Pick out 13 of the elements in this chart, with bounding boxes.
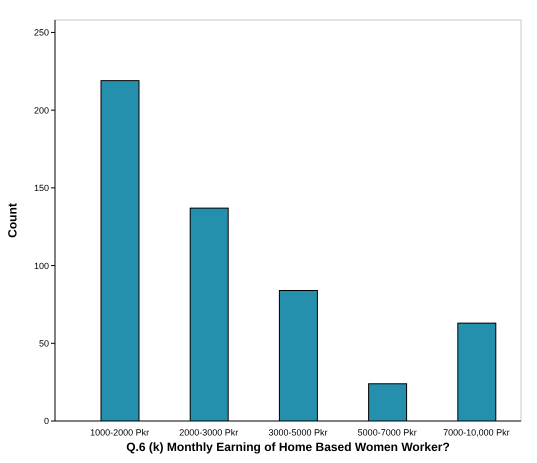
x-tick-label: 5000-7000 Pkr xyxy=(358,427,417,438)
y-tick-label: 200 xyxy=(34,105,49,116)
y-tick-label: 150 xyxy=(34,183,49,194)
y-tick-label: 250 xyxy=(34,28,49,38)
y-tick-label: 50 xyxy=(38,338,49,348)
x-axis-title: Q.6 (k) Monthly Earning of Home Based Women Worker? xyxy=(126,440,450,454)
x-tick-label: 3000-5000 Pkr xyxy=(268,427,328,438)
x-tick-label: 7000-10,000 Pkr xyxy=(443,427,510,438)
y-axis-title: Count xyxy=(5,203,20,238)
y-tick-label: 100 xyxy=(34,260,49,271)
x-tick-label: 1000-2000 Pkr xyxy=(90,427,150,438)
y-tick-label: 0 xyxy=(44,416,49,426)
x-tick-label: 2000-3000 Pkr xyxy=(179,427,238,438)
